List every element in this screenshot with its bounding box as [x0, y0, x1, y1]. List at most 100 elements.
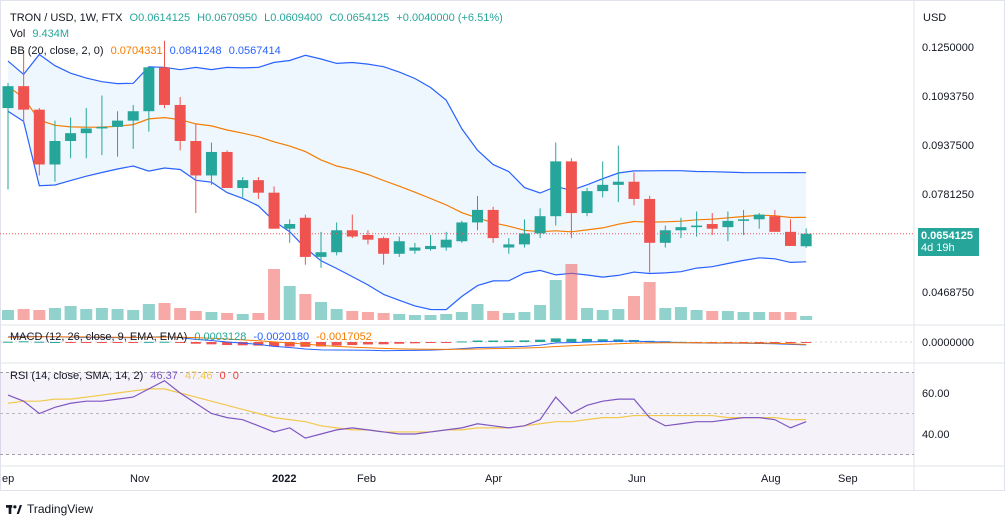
rsi-line: [7, 379, 807, 439]
time-axis-tick: 2022: [272, 473, 296, 485]
candle-body: [18, 86, 30, 110]
volume-label: Vol: [10, 28, 26, 40]
volume-bar: [737, 312, 750, 320]
macd-label: MACD (12, 26, close, 9, EMA, EMA): [10, 331, 188, 343]
volume-bar: [393, 314, 406, 320]
volume-bar: [142, 304, 155, 320]
macd-histogram-bar: [175, 342, 186, 343]
macd-histogram-bar: [65, 342, 76, 343]
bb-basis-line: [7, 85, 807, 233]
candle-body: [299, 217, 311, 257]
volume-bar: [706, 311, 719, 320]
volume-bar: [315, 302, 327, 320]
volume-bar: [502, 313, 515, 320]
volume-bar: [721, 311, 734, 320]
rsi-axis-tick: 60.00: [922, 388, 950, 400]
candle-body: [706, 224, 718, 229]
tradingview-logo[interactable]: TradingView: [6, 502, 93, 516]
candle-body: [252, 180, 264, 193]
change-value: +0.0040000 (+6.51%): [396, 12, 503, 24]
bb-label: BB (20, close, 2, 0): [10, 45, 104, 57]
candle-body: [785, 231, 796, 246]
macd-histogram-bar: [456, 341, 467, 343]
macd-hist-value: 0.0003128: [194, 331, 247, 343]
volume-bar: [330, 309, 343, 320]
macd-histogram-bar: [237, 342, 248, 346]
close-value: C0.0654125: [329, 12, 390, 24]
candle-body: [96, 126, 108, 129]
macd-histogram-bar: [378, 342, 389, 345]
volume-bar: [596, 310, 609, 320]
macd-histogram-bar: [597, 339, 608, 342]
volume-bar: [674, 307, 687, 320]
volume-bar: [80, 309, 93, 320]
volume-bar: [174, 308, 187, 320]
candle-body: [159, 67, 170, 105]
volume-bar: [221, 313, 234, 320]
volume-bar: [753, 312, 766, 320]
macd-histogram-bar: [566, 338, 577, 342]
macd-histogram-bar: [143, 341, 154, 343]
volume-bar: [455, 312, 468, 320]
candle-body: [565, 161, 577, 214]
volume-bar: [268, 269, 281, 320]
macd-histogram-bar: [222, 342, 233, 346]
macd-histogram-bar: [81, 342, 92, 343]
bb-lower-line: [7, 110, 807, 311]
rsi-value: 46.37: [150, 370, 178, 382]
time-axis-tick: Jun: [628, 473, 646, 485]
candle-body: [393, 241, 405, 254]
bar-countdown: 4d 19h: [921, 242, 955, 254]
rsi-legend: RSI (14, close, SMA, 14, 2) 46.37 47.46 …: [10, 369, 243, 383]
macd-histogram-bar: [362, 342, 373, 345]
time-axis-tick: Aug: [761, 473, 781, 485]
macd-histogram-bar: [96, 342, 107, 343]
candle-body: [597, 184, 609, 192]
macd-histogram-bar: [34, 341, 45, 343]
tradingview-logo-icon: [6, 504, 22, 514]
candle-body: [456, 222, 468, 242]
macd-histogram-bar: [582, 338, 593, 342]
macd-histogram-bar: [394, 342, 405, 344]
macd-histogram-bar: [269, 342, 280, 347]
macd-histogram-bar: [738, 342, 749, 343]
volume-bar: [690, 310, 703, 320]
macd-histogram-bar: [112, 342, 123, 343]
volume-bar: [612, 309, 625, 320]
candle-body: [268, 192, 280, 229]
volume-bar: [534, 305, 547, 320]
macd-histogram-bar: [3, 341, 13, 343]
candle-body: [800, 233, 812, 247]
macd-histogram-bar: [331, 342, 342, 346]
volume-bar: [487, 311, 500, 320]
volume-bar: [299, 294, 312, 320]
candle-body: [753, 214, 765, 220]
rsi-extra-1: 0: [219, 370, 226, 382]
volume-bar: [659, 308, 672, 320]
macd-histogram-bar: [488, 340, 499, 342]
candle-body: [769, 216, 781, 232]
volume-bar: [549, 280, 562, 320]
volume-bar: [784, 312, 797, 320]
macd-histogram-bar: [425, 342, 436, 343]
macd-axis-tick: 0.0000000: [922, 337, 974, 349]
candle-body: [628, 181, 640, 199]
candle-body: [534, 216, 546, 234]
volume-bar: [518, 312, 531, 320]
time-axis-tick: Feb: [357, 473, 376, 485]
macd-histogram-bar: [206, 342, 217, 345]
volume-bar: [581, 308, 594, 320]
macd-histogram-bar: [18, 341, 29, 343]
candle-body: [691, 225, 703, 228]
volume-bar: [111, 309, 124, 320]
candle-body: [659, 230, 671, 243]
volume-bar: [95, 308, 108, 320]
volume-bar: [64, 306, 77, 320]
volume-bar: [424, 315, 437, 320]
candle-body: [581, 191, 593, 214]
open-value: O0.0614125: [129, 12, 191, 24]
candle-body: [237, 180, 249, 188]
price-axis-tick: 0.0468750: [922, 287, 974, 299]
candle-body: [612, 181, 624, 185]
candle-body: [675, 227, 687, 231]
